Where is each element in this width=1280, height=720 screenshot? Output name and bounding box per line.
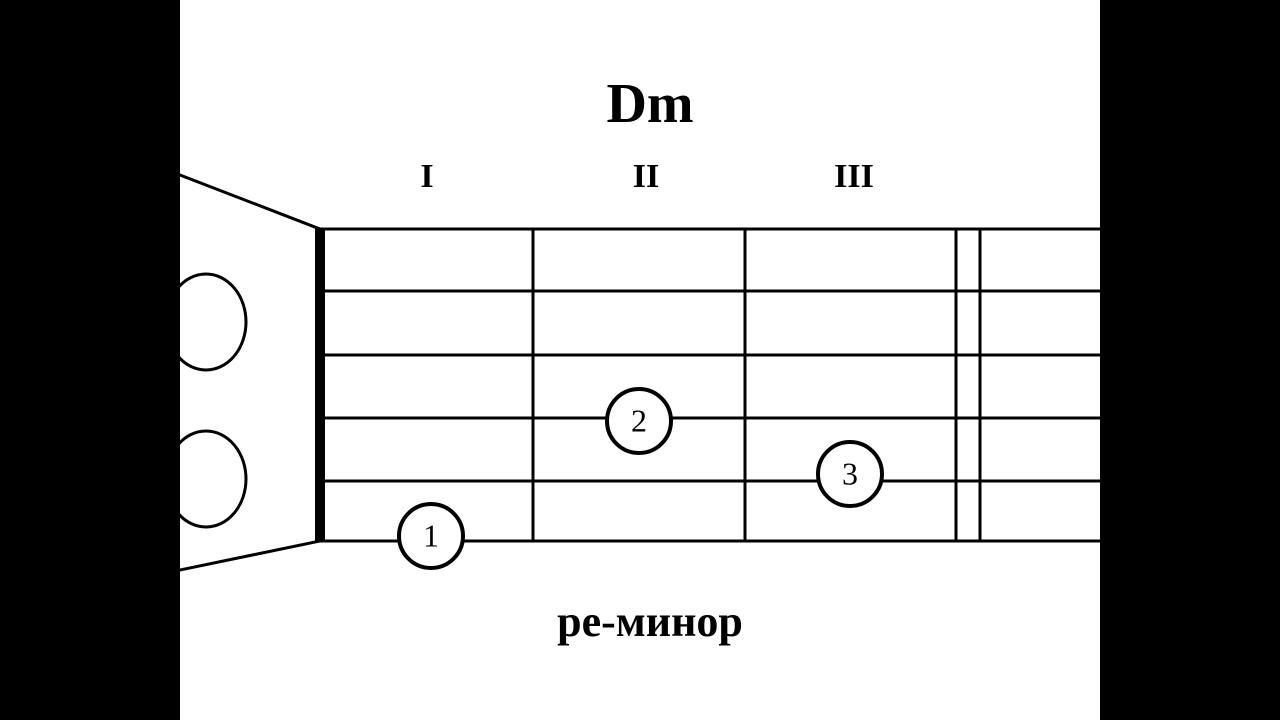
finger-label-3: 3 bbox=[842, 456, 858, 493]
chord-diagram: Dm ре-минор I II III 1 2 3 bbox=[180, 0, 1100, 720]
finger-label-2: 2 bbox=[631, 403, 647, 440]
finger-label-1: 1 bbox=[423, 518, 439, 555]
fret-number-1: I bbox=[420, 158, 433, 196]
chord-title: Dm bbox=[606, 72, 693, 136]
fret-number-3: III bbox=[834, 158, 874, 196]
pillarbox-left bbox=[0, 0, 180, 720]
fret-number-2: II bbox=[633, 158, 659, 196]
stage: Dm ре-минор I II III 1 2 3 bbox=[0, 0, 1280, 720]
pillarbox-right bbox=[1100, 0, 1280, 720]
chord-subtitle: ре-минор bbox=[557, 596, 743, 647]
